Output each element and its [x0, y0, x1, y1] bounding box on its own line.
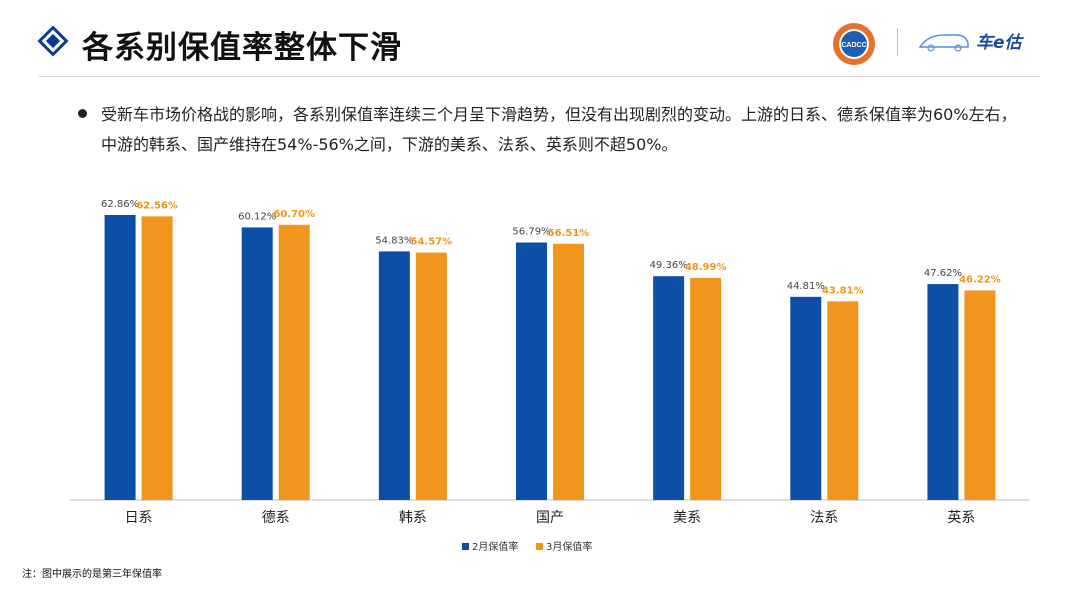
bar [653, 276, 685, 500]
x-tick-label: 德系 [262, 510, 290, 526]
data-label: 54.83% [375, 235, 413, 246]
x-tick-label: 英系 [947, 509, 975, 526]
data-label: 60.70% [273, 209, 315, 220]
data-label: 62.56% [136, 200, 178, 211]
data-label: 47.62% [924, 268, 962, 279]
data-label: 60.12% [238, 211, 276, 222]
cadcc-logo-text: CADCC [841, 42, 866, 49]
bar [104, 215, 136, 500]
bar [141, 216, 173, 500]
cadcc-logo: CADCC [833, 23, 875, 65]
diamond-bullet-icon [37, 25, 69, 57]
bar-chart: 62.86%62.56% 日系 60.12%60.70% 德系 54.83%54.57%… [70, 199, 1030, 553]
data-label: 44.81% [787, 281, 825, 292]
legend-swatch [462, 543, 469, 550]
legend-label: 2月保值率 [472, 540, 518, 553]
bar [790, 296, 822, 500]
bar [927, 284, 959, 500]
data-label: 43.81% [822, 285, 864, 296]
bar [553, 243, 584, 500]
x-tick-label: 韩系 [399, 510, 427, 526]
bar [278, 224, 310, 500]
data-label: 56.79% [512, 227, 550, 238]
page-title: 各系别保值率整体下滑 [82, 30, 402, 66]
legend-label: 3月保值率 [546, 540, 592, 553]
x-tick-label: 法系 [810, 510, 838, 526]
summary-text: 受新车市场价格战的影响，各系别保值率连续三个月呈下滑趋势，但没有出现剧烈的变动。… [101, 105, 1017, 154]
bar [415, 252, 447, 500]
x-tick-label: 日系 [125, 510, 153, 526]
data-label: 49.36% [650, 260, 688, 271]
header: 各系别保值率整体下滑 CADCC 车e估 [0, 0, 1080, 80]
bullet-dot-icon [78, 109, 87, 118]
legend-swatch [536, 543, 543, 550]
bar [964, 290, 996, 500]
data-label: 56.51% [548, 228, 590, 239]
data-label: 48.99% [685, 262, 727, 273]
bar [378, 251, 410, 500]
brand-logo-text: 车e估 [976, 33, 1025, 53]
bar [241, 227, 273, 500]
brand-logo: 车e估 [918, 33, 1025, 53]
header-divider [38, 76, 1040, 77]
bar [516, 242, 547, 500]
logo-divider [897, 28, 898, 56]
bar [690, 277, 722, 500]
data-label: 54.57% [411, 237, 453, 248]
x-tick-label: 美系 [673, 510, 701, 526]
x-tick-label: 国产 [536, 510, 564, 526]
data-label: 62.86% [101, 199, 139, 210]
bar [827, 301, 859, 500]
footnote: 注：图中展示的是第三年保值率 [22, 569, 162, 580]
data-label: 46.22% [959, 274, 1001, 285]
